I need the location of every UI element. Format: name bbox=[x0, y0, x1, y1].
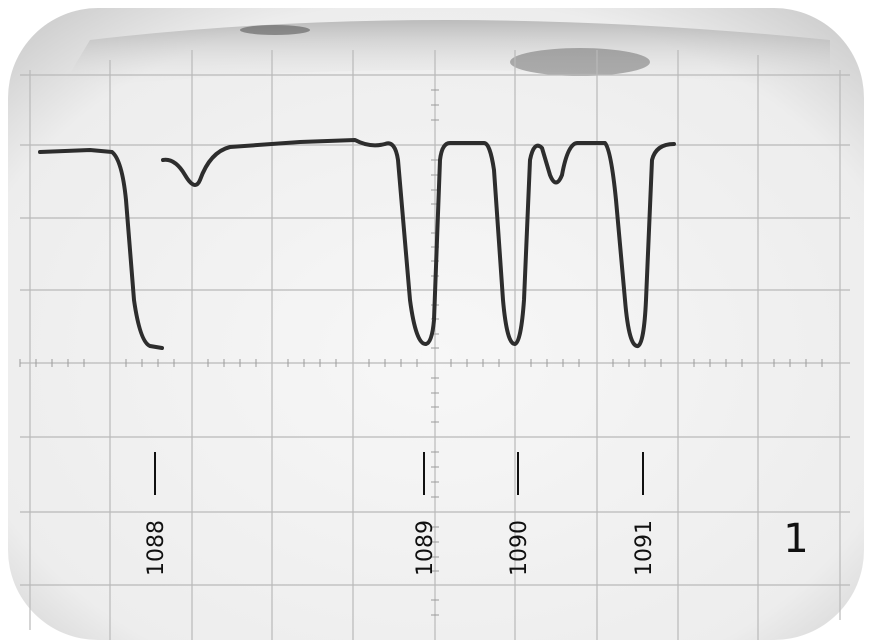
marker-label: 1089 bbox=[413, 520, 438, 576]
glare bbox=[240, 25, 310, 35]
marker-label: 1090 bbox=[507, 520, 532, 576]
glare bbox=[510, 48, 650, 76]
page: 1088 1089 1090 1091 1 (() => { const dat… bbox=[0, 0, 869, 642]
oscilloscope-figure: 1088 1089 1090 1091 1 bbox=[0, 0, 869, 642]
panel-label: 1 bbox=[783, 516, 808, 562]
marker-label: 1091 bbox=[632, 520, 657, 576]
marker-label: 1088 bbox=[144, 520, 169, 576]
